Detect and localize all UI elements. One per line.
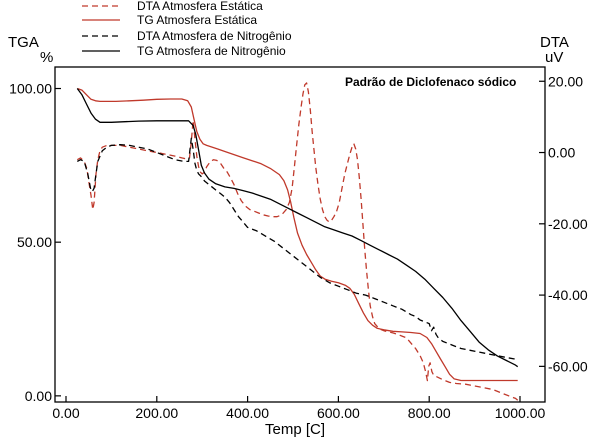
right-y-tick-label: -40.00 [548,287,588,303]
left-y-tick-label: 50.00 [17,234,52,250]
right-axis-title: DTA [540,34,569,51]
x-tick-label: 800.00 [408,405,451,421]
series-line-tg-atmosfera-de-nitrogenio [76,88,519,368]
legend-label-dta-estatica: DTA Atmosfera Estática [137,0,263,13]
left-axis-title: TGA [8,34,39,51]
legend-item-dta-estatica: DTA Atmosfera Estática [82,0,263,13]
left-y-tick-label: 0.00 [25,388,52,404]
right-axis-unit: uV [545,49,563,66]
x-tick-label: 0.00 [52,405,79,421]
chart-annotation: Padrão de Diclofenaco sódico [345,75,516,89]
legend-item-tg-estatica: TG Atmosfera Estática [82,13,257,27]
series-line-dta-atmosfera-estatica [76,82,519,401]
x-tick-label: 1000.00 [495,405,546,421]
x-tick-label: 400.00 [226,405,269,421]
legend-label-tg-estatica: TG Atmosfera Estática [137,13,257,27]
x-axis-title: Temp [C] [265,421,325,438]
series-line-tg-atmosfera-estatica [77,87,518,382]
data-series [76,82,519,401]
axis-ticks: 0.00 200.00 400.00 600.00 800.00 1000.00 0.00 5… [9,73,588,421]
right-y-tick-label: 0.00 [548,145,575,161]
legend-item-dta-nitrogenio: DTA Atmosfera de Nitrogênio [82,29,292,43]
legend-label-tg-nitrogenio: TG Atmosfera de Nitrogênio [137,44,286,58]
left-axis-unit: % [40,49,53,66]
legend-label-dta-nitrogenio: DTA Atmosfera de Nitrogênio [137,29,292,43]
left-y-tick-label: 100.00 [9,81,52,97]
x-tick-label: 200.00 [135,405,178,421]
x-tick-label: 600.00 [317,405,360,421]
series-line-dta-atmosfera-de-nitrogenio [76,137,518,360]
right-y-tick-label: 20.00 [548,73,583,89]
legend-item-tg-nitrogenio: TG Atmosfera de Nitrogênio [82,44,286,58]
right-y-tick-label: -20.00 [548,216,588,232]
legend: DTA Atmosfera Estática TG Atmosfera Está… [82,0,292,58]
plot-frame [54,66,546,403]
right-y-tick-label: -60.00 [548,358,588,374]
